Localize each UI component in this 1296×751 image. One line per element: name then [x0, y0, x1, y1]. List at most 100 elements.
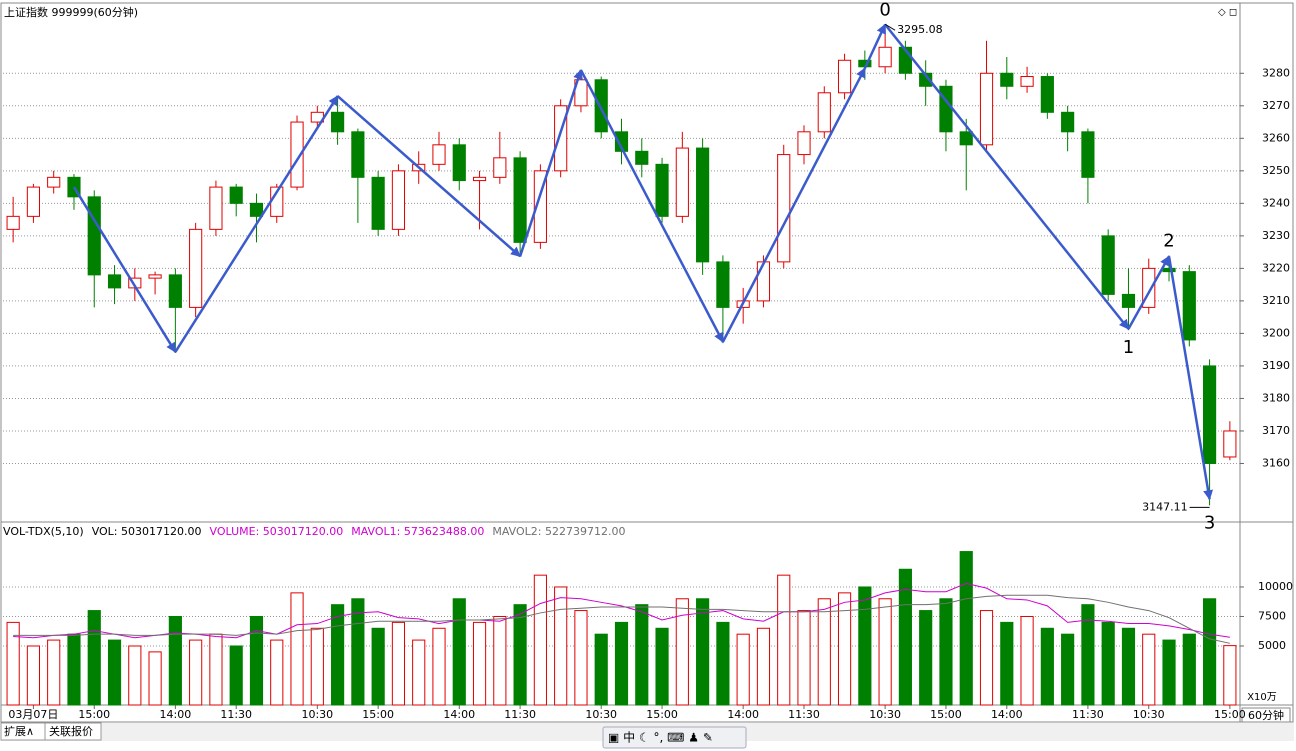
indicator-label: MAVOL2: 522739712.00	[492, 525, 625, 538]
wave-line	[1167, 256, 1214, 501]
y-tick-label: 3200	[1262, 326, 1290, 339]
volume-bar	[1061, 633, 1075, 706]
ime-toolbar[interactable]	[602, 726, 747, 749]
volume-bar	[1040, 627, 1054, 706]
candle-body	[513, 157, 527, 243]
volume-bar	[47, 639, 61, 706]
volume-bar	[148, 651, 162, 706]
volume-bar	[371, 627, 385, 706]
volume-bar	[1223, 645, 1237, 706]
candle-body	[249, 202, 264, 217]
volume-bar	[6, 621, 20, 706]
volume-bar	[533, 574, 547, 706]
x-tick-label: 15:00	[930, 708, 962, 721]
candle-body	[47, 176, 61, 188]
x-tick-label: 15:00	[78, 708, 110, 721]
candle-body	[452, 144, 466, 182]
wave-line	[72, 186, 177, 353]
frame	[0, 2, 1294, 723]
tab-label[interactable]: 关联报价	[49, 724, 93, 738]
volume-bar	[716, 621, 730, 706]
low-label: 3147.11	[1142, 500, 1188, 513]
y-tick-label: 3230	[1262, 229, 1290, 242]
candle-body	[290, 121, 304, 188]
candle-body	[979, 72, 994, 146]
volume-bar	[878, 598, 892, 706]
volume-bar	[919, 610, 933, 706]
volume-bar	[26, 645, 41, 706]
volume-bar	[1121, 627, 1136, 706]
y-tick-label: 3280	[1262, 66, 1290, 79]
period[interactable]: 60分钟	[1248, 708, 1284, 722]
wave-line	[579, 69, 725, 343]
indicator-label: VOL-TDX(5,10)	[3, 525, 84, 538]
volume-bar	[391, 621, 406, 706]
window-controls[interactable]: ◇ ◻	[1218, 7, 1237, 18]
candle-body	[371, 176, 385, 230]
candle-body	[472, 176, 487, 182]
x-tick-label: 15:00	[646, 708, 678, 721]
volume-bar	[1000, 621, 1014, 706]
volume-bar	[1020, 615, 1034, 706]
volume-bar	[979, 610, 994, 706]
candle-body	[635, 150, 649, 165]
candle-body	[716, 261, 730, 308]
volume-bar	[797, 610, 811, 706]
volume-bar	[1182, 633, 1196, 706]
volume-header: VOL-TDX(5,10) VOL: 503017120.00 VOLUME: 50…	[3, 525, 626, 538]
volume-bar	[939, 598, 953, 706]
y-tick-label: 7500	[1258, 609, 1286, 622]
candle-body	[87, 196, 101, 276]
volume-bar	[756, 627, 771, 706]
y-tick-label: 3250	[1262, 164, 1290, 177]
candle-body	[1061, 111, 1075, 133]
volume-bar	[574, 610, 588, 706]
candle-body	[26, 186, 41, 217]
x-tick-label: 11:30	[788, 708, 820, 721]
period-box[interactable]	[1241, 707, 1291, 723]
volume-bar	[493, 615, 507, 706]
wave-label: 2	[1163, 230, 1174, 251]
y-tick-label: 3240	[1262, 196, 1290, 209]
volume-bar	[959, 551, 973, 706]
volume-bar	[209, 633, 223, 706]
volume-bar	[229, 645, 243, 706]
wave-line	[1127, 255, 1171, 330]
candle-body	[939, 85, 953, 133]
volume-bar	[1202, 598, 1217, 706]
volume-bar	[858, 586, 872, 706]
candle-body	[1223, 430, 1237, 458]
volume-bar	[594, 633, 608, 706]
x-tick-label: 10:30	[1133, 708, 1165, 721]
volume-bar	[777, 574, 791, 706]
x-tick-label: 14:00	[991, 708, 1023, 721]
x-tick-label: 10:30	[869, 708, 901, 721]
tab-label[interactable]: 扩展∧	[4, 724, 34, 738]
candle-body	[331, 111, 345, 133]
volume-bar	[736, 633, 750, 706]
volume-bar	[107, 639, 122, 706]
volume-bar	[189, 639, 203, 706]
candle-body	[797, 131, 811, 156]
candle-body	[1020, 76, 1034, 87]
y-tick-label: 3170	[1262, 424, 1290, 437]
volume-bar	[1101, 621, 1115, 706]
y-tick-label: 3210	[1262, 294, 1290, 307]
ma-line	[13, 594, 1230, 644]
tab[interactable]	[44, 722, 102, 741]
wave-line	[336, 95, 521, 258]
candle-body	[1202, 365, 1217, 464]
x-tick-label: 11:30	[220, 708, 252, 721]
volume-bar	[249, 615, 264, 706]
candle-body	[696, 147, 710, 263]
indicator-label: VOLUME: 503017120.00	[210, 525, 344, 538]
ime-icons[interactable]: ▣ 中 ☾ °, ⌨ ♟ ✎	[608, 730, 713, 745]
wave-label: 3	[1204, 512, 1215, 533]
candle-body	[493, 157, 507, 178]
candle-body	[817, 92, 831, 133]
volume-unit: X10万	[1247, 692, 1277, 703]
y-tick-label: 10000	[1258, 580, 1293, 593]
y-tick-label: 3260	[1262, 131, 1290, 144]
